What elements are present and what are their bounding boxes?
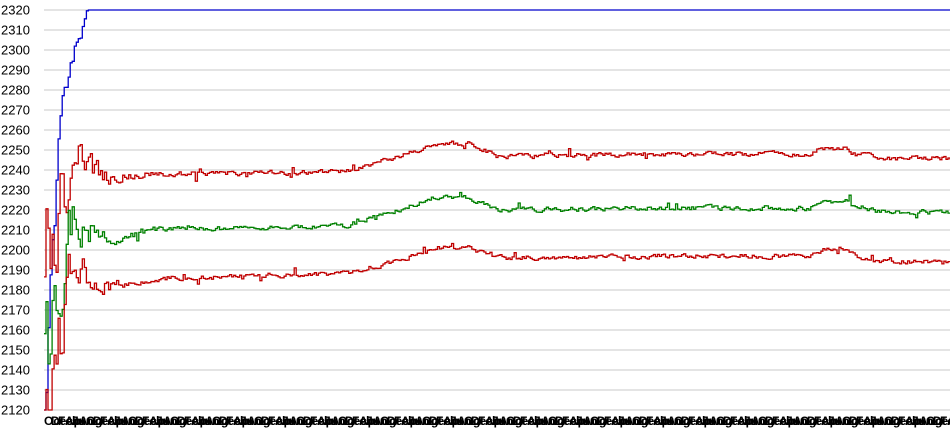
svg-text:2280: 2280: [1, 83, 30, 98]
svg-text:2240: 2240: [1, 163, 30, 178]
svg-text:2160: 2160: [1, 323, 30, 338]
svg-text:2220: 2220: [1, 203, 30, 218]
svg-text:2300: 2300: [1, 43, 30, 58]
svg-text:2290: 2290: [1, 63, 30, 78]
svg-text:2200: 2200: [1, 243, 30, 258]
svg-text:2140: 2140: [1, 363, 30, 378]
svg-text:2260: 2260: [1, 123, 30, 138]
svg-text:2270: 2270: [1, 103, 30, 118]
svg-text:2170: 2170: [1, 303, 30, 318]
svg-text:2180: 2180: [1, 283, 30, 298]
svg-text:2130: 2130: [1, 383, 30, 398]
svg-text:2210: 2210: [1, 223, 30, 238]
svg-text:2320: 2320: [1, 3, 30, 18]
svg-text:2190: 2190: [1, 263, 30, 278]
svg-text:2150: 2150: [1, 343, 30, 358]
svg-text:2250: 2250: [1, 143, 30, 158]
svg-text:2230: 2230: [1, 183, 30, 198]
svg-text:2310: 2310: [1, 23, 30, 38]
svg-text:2120: 2120: [1, 403, 30, 418]
